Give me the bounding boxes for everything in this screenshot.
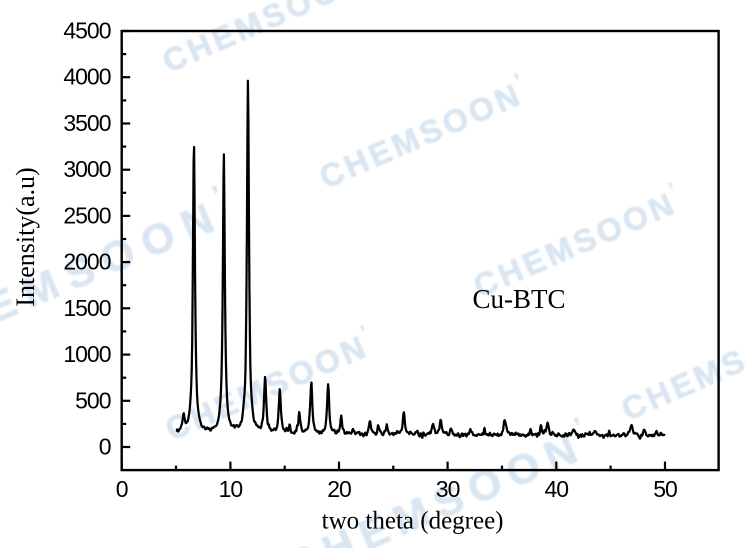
svg-text:Intensity(a.u): Intensity(a.u)	[11, 167, 40, 306]
svg-text:50: 50	[653, 476, 677, 502]
svg-text:3500: 3500	[63, 110, 110, 136]
svg-text:2000: 2000	[63, 249, 110, 275]
svg-text:3000: 3000	[63, 156, 110, 182]
svg-text:1000: 1000	[63, 341, 110, 367]
svg-text:0: 0	[99, 434, 111, 460]
svg-text:20: 20	[327, 476, 351, 502]
svg-text:10: 10	[219, 476, 243, 502]
svg-text:4000: 4000	[63, 64, 110, 90]
svg-text:4500: 4500	[63, 18, 110, 44]
svg-text:500: 500	[75, 387, 111, 413]
svg-text:0: 0	[116, 476, 128, 502]
svg-text:2500: 2500	[63, 202, 110, 228]
svg-text:Cu-BTC: Cu-BTC	[472, 284, 565, 314]
svg-text:30: 30	[436, 476, 460, 502]
svg-text:1500: 1500	[63, 295, 110, 321]
svg-text:two theta (degree): two theta (degree)	[322, 508, 504, 535]
svg-text:40: 40	[545, 476, 569, 502]
